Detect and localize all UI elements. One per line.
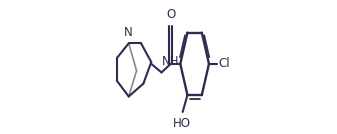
Text: N: N <box>123 26 132 39</box>
Text: HO: HO <box>173 117 190 130</box>
Text: NH: NH <box>162 55 180 68</box>
Text: O: O <box>166 8 175 21</box>
Text: Cl: Cl <box>218 57 229 70</box>
